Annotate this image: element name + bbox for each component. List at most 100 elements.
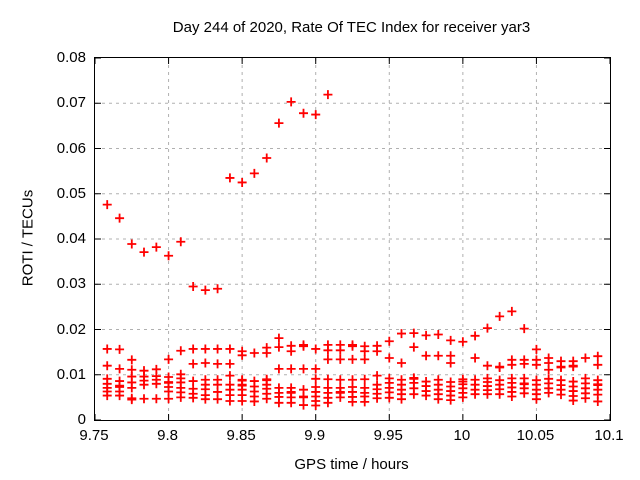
y-tick-label: 0.04 (56, 230, 86, 247)
data-point-marker (531, 360, 541, 370)
data-point-marker (225, 371, 235, 381)
data-point-marker (139, 380, 149, 390)
data-point-marker (593, 396, 603, 406)
y-tick-label: 0 (77, 411, 86, 428)
data-point-marker (384, 353, 394, 363)
data-point-marker (151, 394, 161, 404)
data-point-marker (372, 393, 382, 403)
data-point-marker (580, 353, 590, 363)
chart-title: Day 244 of 2020, Rate Of TEC Index for r… (172, 19, 531, 36)
data-point-marker (323, 398, 333, 408)
y-tick-label: 0.03 (56, 275, 86, 293)
data-point-marker (311, 401, 321, 411)
data-point-marker (519, 359, 529, 369)
data-point-marker (593, 351, 603, 361)
data-point-marker (396, 329, 406, 339)
data-point-marker (372, 346, 382, 356)
data-point-marker (176, 346, 186, 356)
data-point-marker (421, 391, 431, 401)
data-point-marker (237, 396, 247, 406)
data-point-marker (188, 376, 198, 386)
data-point-marker (200, 358, 210, 368)
data-point-marker (323, 354, 333, 364)
data-point-marker (433, 394, 443, 404)
data-point-marker (225, 344, 235, 354)
data-point-marker (249, 348, 259, 358)
data-point-marker (188, 359, 198, 369)
data-point-marker (372, 371, 382, 381)
data-point-marker (213, 284, 223, 294)
data-point-marker (470, 353, 480, 363)
x-tick-label: 10 (453, 427, 471, 444)
y-tick-label: 0.05 (56, 184, 86, 202)
data-point-marker (200, 285, 210, 295)
data-point-marker (568, 396, 578, 406)
y-tick-label: 0.01 (56, 365, 86, 383)
data-point-marker (360, 354, 370, 364)
data-point-marker (286, 398, 296, 408)
data-point-marker (299, 364, 309, 374)
data-point-marker (409, 342, 419, 352)
data-point-marker (446, 335, 456, 345)
y-tick-label: 0.07 (56, 94, 86, 112)
data-point-marker (335, 375, 345, 385)
data-point-marker (115, 213, 125, 223)
x-tick-label: 10.05 (516, 427, 555, 444)
data-point-marker (164, 251, 174, 261)
data-point-marker (396, 394, 406, 404)
data-point-marker (323, 374, 333, 384)
data-point-marker (274, 398, 284, 408)
data-point-marker (225, 359, 235, 369)
data-point-marker (274, 118, 284, 128)
data-point-marker (360, 397, 370, 407)
y-tick-label: 0.06 (56, 139, 86, 157)
x-tick-label: 10.1 (594, 427, 624, 444)
data-point-marker (556, 390, 566, 400)
data-point-marker (176, 392, 186, 402)
data-point-marker (360, 346, 370, 356)
data-point-marker (286, 97, 296, 107)
data-point-marker (433, 351, 443, 361)
data-point-marker (495, 389, 505, 399)
data-point-marker (262, 394, 272, 404)
data-point-marker (384, 393, 394, 403)
plot-svg (95, 58, 610, 420)
data-point-marker (544, 365, 554, 375)
data-point-marker (139, 394, 149, 404)
data-points (102, 90, 603, 411)
data-point-marker (274, 333, 284, 343)
data-point-marker (544, 388, 554, 398)
data-point-marker (225, 173, 235, 183)
data-point-marker (286, 364, 296, 374)
data-point-marker (446, 358, 456, 368)
data-point-marker (213, 394, 223, 404)
data-point-marker (446, 395, 456, 405)
data-point-marker (323, 345, 333, 355)
data-point-marker (127, 355, 137, 365)
data-point-marker (323, 90, 333, 100)
data-point-marker (262, 348, 272, 358)
data-point-marker (164, 394, 174, 404)
data-point-marker (188, 393, 198, 403)
x-tick-label: 9.8 (157, 427, 178, 444)
data-point-marker (213, 344, 223, 354)
data-point-marker (225, 396, 235, 406)
data-point-marker (458, 337, 468, 347)
data-point-marker (200, 394, 210, 404)
data-point-marker (311, 374, 321, 384)
data-point-marker (299, 400, 309, 410)
data-point-marker (311, 110, 321, 120)
data-point-marker (396, 358, 406, 368)
data-point-marker (409, 389, 419, 399)
data-point-marker (188, 282, 198, 292)
data-point-marker (335, 392, 345, 402)
data-point-marker (335, 345, 345, 355)
data-point-marker (102, 361, 112, 371)
data-point-marker (482, 389, 492, 399)
data-point-marker (311, 364, 321, 374)
data-point-marker (249, 168, 259, 178)
data-point-marker (102, 344, 112, 354)
plot-area (94, 57, 611, 421)
data-point-marker (286, 346, 296, 356)
